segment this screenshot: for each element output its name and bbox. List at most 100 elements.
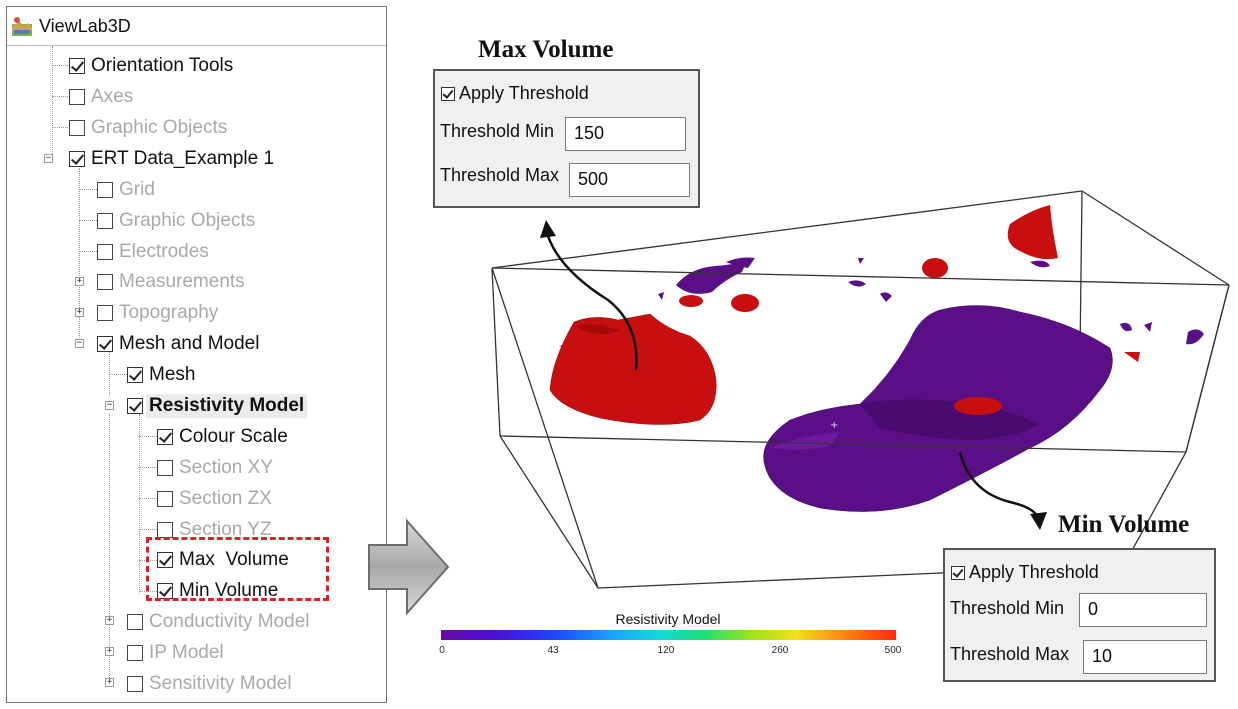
threshold-min-input[interactable]: 0 [1079,593,1207,627]
min-volume-callout-arrow [958,451,1040,519]
tree-item-label: Mesh [149,364,196,385]
checkbox[interactable] [97,274,113,290]
tree-item-mesh[interactable]: Mesh [127,360,198,390]
tree-item-label: IP Model [149,642,224,663]
colorbar-title: Resistivity Model [615,611,721,627]
right-arrow-icon [368,518,450,616]
checkbox[interactable] [69,151,85,167]
colorbar-tick: 0 [439,645,445,656]
threshold-min-label: Threshold Min [950,598,1065,618]
apply-threshold-checkbox[interactable]: Apply Threshold [441,83,589,104]
collapse-icon[interactable]: − [105,400,114,410]
model-viewport[interactable]: + [430,180,1230,600]
checkbox[interactable] [97,336,113,352]
colorbar-tick: 120 [657,645,675,656]
threshold-max-label: Threshold Max [950,644,1070,664]
tree-item-max-volume[interactable]: Max Volume [157,545,292,575]
tree-item-label: Topography [119,302,219,323]
tree-item-resistivity-model[interactable]: Resistivity Model [127,391,308,421]
tree-item-label: Max Volume [179,549,289,570]
tree-item-mesh-and-model[interactable]: Mesh and Model [97,329,262,359]
checkbox[interactable] [69,120,85,136]
threshold-min-label: Threshold Min [440,121,555,141]
tree-item-label: Section ZX [179,488,272,509]
tree-item-label: Resistivity Model [146,394,308,418]
expand-icon[interactable]: + [75,307,84,317]
tree-item-graphic-objects[interactable]: Graphic Objects [69,113,230,143]
checkbox[interactable] [97,244,113,260]
checkbox[interactable] [951,565,965,580]
tree-item-electrodes[interactable]: Electrodes [97,237,212,267]
tree-item-label: Axes [91,86,134,107]
tree-item-label: Orientation Tools [91,55,234,76]
threshold-max-input[interactable]: 500 [569,163,690,197]
tree-item-graphic-objects-2[interactable]: Graphic Objects [97,206,258,236]
checkbox[interactable] [157,522,173,538]
expand-icon[interactable]: + [75,276,84,286]
apply-threshold-checkbox[interactable]: Apply Threshold [951,562,1099,583]
resistivity-colorbar [441,630,896,640]
tree-item-section-zx[interactable]: Section ZX [157,484,275,514]
checkbox[interactable] [127,367,143,383]
tree-item-label: Colour Scale [179,426,288,447]
expand-icon[interactable]: + [105,677,114,687]
apply-threshold-label: Apply Threshold [969,562,1099,582]
checkbox[interactable] [127,645,143,661]
tree-item-label: Section YZ [179,519,272,540]
layer-tree-panel: ViewLab3D − + + − − + + + Orientation To… [6,6,387,703]
svg-text:+: + [830,420,838,431]
tree-item-label: Measurements [119,271,245,292]
tree-item-label: Section XY [179,457,273,478]
tree-header: ViewLab3D [7,7,386,46]
tree-item-colour-scale[interactable]: Colour Scale [157,422,291,452]
tree-item-min-volume[interactable]: Min Volume [157,576,281,606]
checkbox[interactable] [97,305,113,321]
checkbox[interactable] [127,398,143,414]
expand-icon[interactable]: + [105,646,114,656]
tree-item-grid[interactable]: Grid [97,175,158,205]
colorbar-tick: 43 [547,645,559,656]
tree-item-label: Graphic Objects [119,210,256,231]
tree-item-label: Conductivity Model [149,611,310,632]
min-volume-heading: Min Volume [1058,511,1190,538]
checkbox[interactable] [127,614,143,630]
app-title: ViewLab3D [39,15,131,36]
max-volume-fragments [679,205,1140,362]
tree-item-ert-data[interactable]: ERT Data_Example 1 [69,144,277,174]
viewlab-app-icon [11,15,33,37]
checkbox[interactable] [157,429,173,445]
colorbar-tick: 500 [884,645,902,656]
max-volume-callout-arrow [546,235,638,371]
checkbox[interactable] [97,213,113,229]
tree-item-sensitivity-model[interactable]: Sensitivity Model [127,669,295,699]
threshold-max-label: Threshold Max [440,165,560,185]
max-volume-threshold-panel: Apply Threshold Threshold Min 150 Thresh… [433,69,700,208]
tree-item-conductivity-model[interactable]: Conductivity Model [127,607,313,637]
threshold-max-input[interactable]: 10 [1083,640,1207,674]
checkbox[interactable] [157,460,173,476]
tree-item-measurements[interactable]: Measurements [97,267,248,297]
checkbox[interactable] [157,552,173,568]
checkbox[interactable] [69,89,85,105]
tree-item-orientation-tools[interactable]: Orientation Tools [69,51,236,81]
checkbox[interactable] [441,86,455,101]
apply-threshold-label: Apply Threshold [459,83,589,103]
tree-item-ip-model[interactable]: IP Model [127,638,227,668]
collapse-icon[interactable]: − [44,153,53,163]
collapse-icon[interactable]: − [75,338,84,348]
checkbox[interactable] [97,182,113,198]
checkbox[interactable] [127,676,143,692]
max-volume-heading: Max Volume [478,36,614,63]
tree-item-axes[interactable]: Axes [69,82,136,112]
checkbox[interactable] [69,58,85,74]
checkbox[interactable] [157,491,173,507]
tree-item-label: Grid [119,179,155,200]
tree-item-topography[interactable]: Topography [97,298,221,328]
threshold-min-input[interactable]: 150 [565,117,686,151]
tree-item-section-xy[interactable]: Section XY [157,453,276,483]
tree-item-label: ERT Data_Example 1 [91,148,275,169]
min-volume-threshold-panel: Apply Threshold Threshold Min 0 Threshol… [943,548,1216,682]
expand-icon[interactable]: + [105,615,114,625]
tree-item-label: Electrodes [119,241,209,262]
max-volume-body [549,313,717,425]
